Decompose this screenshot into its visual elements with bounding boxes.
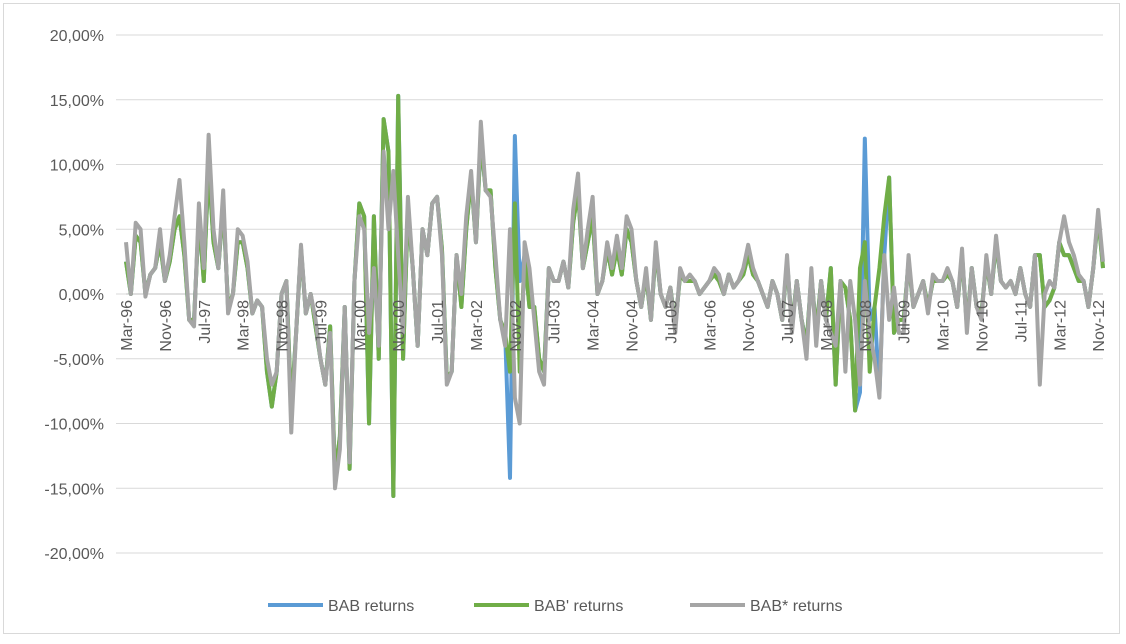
x-tick-label: Mar-98 bbox=[236, 300, 253, 351]
x-tick-label: Jul-97 bbox=[197, 300, 214, 344]
y-tick-label: 0,00% bbox=[59, 287, 104, 304]
y-tick-label: 10,00% bbox=[50, 158, 104, 175]
legend-label: BAB returns bbox=[328, 598, 414, 615]
y-tick-label: 15,00% bbox=[50, 93, 104, 110]
x-tick-label: Mar-96 bbox=[119, 300, 136, 351]
x-tick-label: Jul-01 bbox=[430, 300, 447, 344]
y-tick-label: 5,00% bbox=[59, 222, 104, 239]
x-tick-label: Mar-04 bbox=[586, 300, 603, 351]
x-tick-label: Mar-10 bbox=[936, 300, 953, 351]
x-tick-label: Jul-03 bbox=[547, 300, 564, 344]
x-tick-label: Jul-07 bbox=[780, 300, 797, 344]
y-tick-label: -15,00% bbox=[44, 481, 104, 498]
x-tick-label: Nov-08 bbox=[858, 300, 875, 352]
x-tick-label: Jul-99 bbox=[313, 300, 330, 344]
y-tick-label: -10,00% bbox=[44, 417, 104, 434]
x-tick-label: Nov-00 bbox=[391, 300, 408, 352]
y-tick-label: -5,00% bbox=[53, 352, 104, 369]
y-tick-label: -20,00% bbox=[44, 546, 104, 563]
x-tick-label: Jul-05 bbox=[663, 300, 680, 344]
x-tick-label: Nov-06 bbox=[741, 300, 758, 352]
legend-label: BAB' returns bbox=[534, 598, 623, 615]
x-tick-label: Mar-00 bbox=[352, 300, 369, 351]
x-tick-label: Nov-02 bbox=[508, 300, 525, 352]
x-tick-label: Nov-10 bbox=[974, 300, 991, 352]
legend-label: BAB* returns bbox=[750, 598, 842, 615]
x-tick-label: Nov-12 bbox=[1091, 300, 1108, 352]
x-tick-label: Mar-12 bbox=[1052, 300, 1069, 351]
x-tick-label: Jul-11 bbox=[1013, 300, 1030, 342]
x-tick-label: Mar-06 bbox=[702, 300, 719, 351]
x-tick-label: Nov-96 bbox=[158, 300, 175, 352]
x-tick-label: Mar-08 bbox=[819, 300, 836, 351]
series-line bbox=[124, 119, 1105, 491]
y-tick-label: 20,00% bbox=[50, 28, 104, 45]
x-tick-label: Mar-02 bbox=[469, 300, 486, 351]
x-tick-label: Nov-04 bbox=[625, 300, 642, 352]
x-tick-label: Jul-09 bbox=[897, 300, 914, 344]
x-tick-label: Nov-98 bbox=[275, 300, 292, 352]
